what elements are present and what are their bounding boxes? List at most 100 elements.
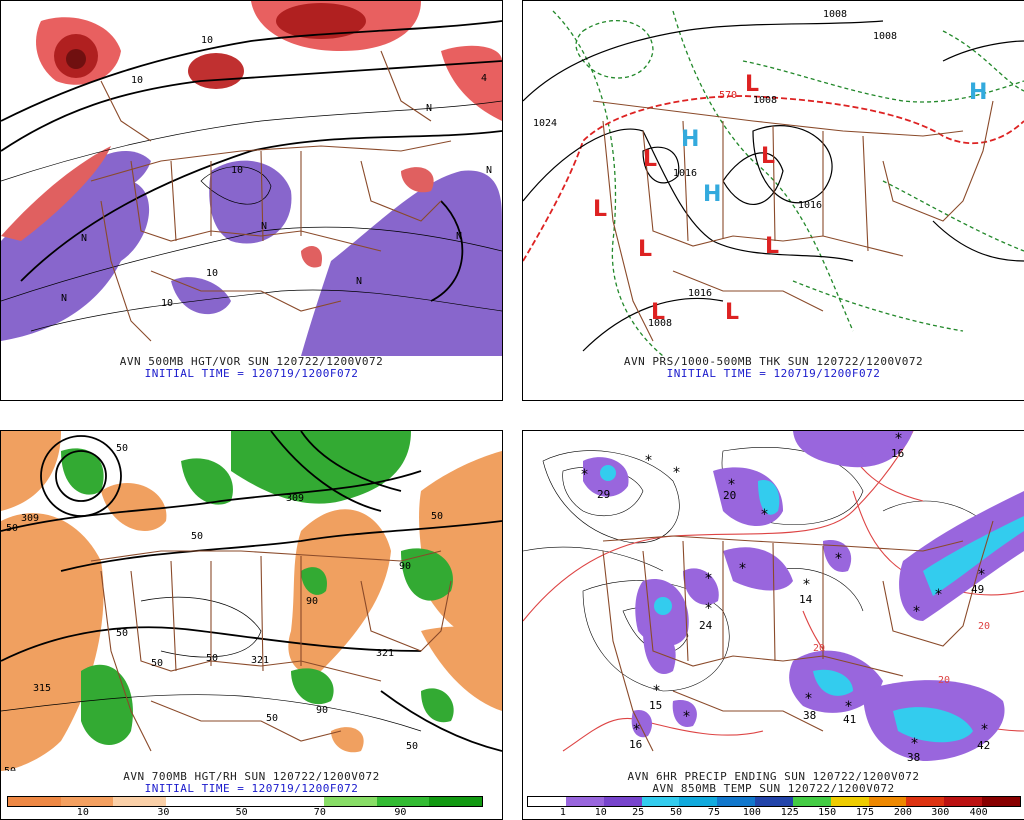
colorbar-swatch	[271, 797, 325, 806]
high-pressure-center: H	[703, 182, 721, 207]
rh-moist-area	[301, 567, 327, 595]
precip-max-marker: *	[673, 465, 680, 481]
map-precip-850temp: * * * * * * * * * * * * * * * * * * * * …	[523, 431, 1024, 771]
low-pressure-center: L	[593, 197, 607, 222]
rh-label: 90	[399, 561, 411, 572]
colorbar-swatch	[792, 797, 831, 806]
colorbar-swatch	[944, 797, 983, 806]
isobar-label: 1008	[753, 95, 777, 106]
colorbar-tick-label: 50	[235, 807, 248, 818]
colorbar-swatch	[755, 797, 793, 806]
colorbar-tick-label: 10	[594, 807, 607, 818]
low-pressure-center: L	[761, 144, 775, 169]
colorbar-tick-label: 75	[707, 807, 720, 818]
precip-value: 16	[891, 447, 904, 460]
rh-label: 50	[406, 741, 418, 752]
rh-moist-area	[181, 458, 233, 505]
colorbar-tick-label: 125	[780, 807, 799, 818]
contour-label: 10	[201, 35, 213, 46]
colorbar-tick-label: 25	[632, 807, 645, 818]
precip-max-marker: *	[653, 683, 660, 699]
rh-moist-area	[401, 548, 453, 601]
vorticity-label: 4	[481, 73, 487, 84]
vorticity-max	[276, 3, 366, 39]
isobar-label: 1008	[648, 318, 672, 329]
vorticity-max	[188, 53, 244, 89]
precip-value: 24	[699, 619, 713, 632]
colorbar-swatch	[60, 797, 114, 806]
rh-dry-area	[421, 626, 502, 711]
colorbar-swatch	[113, 797, 167, 806]
precip-max-marker: *	[705, 571, 712, 587]
precip-max-marker: *	[835, 551, 842, 567]
colorbar-swatch	[679, 797, 718, 806]
precip-area	[758, 480, 780, 515]
rh-label: 50	[116, 443, 128, 454]
low-pressure-center: L	[765, 234, 779, 259]
colorbar-swatch	[868, 797, 907, 806]
rh-label: 50	[6, 523, 18, 534]
precip-value: 15	[649, 699, 662, 712]
precip-max-marker: *	[981, 722, 988, 738]
height-label: 309	[286, 493, 304, 504]
rh-label: 50	[116, 628, 128, 639]
isobar-label: 1008	[873, 31, 897, 42]
precip-area	[654, 597, 672, 615]
precip-max-marker: *	[761, 507, 768, 523]
rh-label: 90	[306, 596, 318, 607]
rh-label: 50	[4, 766, 16, 771]
rh-moist-area	[81, 664, 133, 745]
colorbar-tick-label: 300	[931, 807, 950, 818]
precip-max-marker: *	[683, 709, 690, 725]
precip-area	[813, 669, 853, 696]
precip-area	[823, 540, 852, 572]
rh-moist-area	[231, 431, 411, 504]
rh-dry-area	[1, 513, 104, 771]
precip-area	[643, 628, 676, 675]
vorticity-positive-area	[301, 246, 322, 268]
contour-label: 10	[206, 268, 218, 279]
precip-area	[600, 465, 616, 481]
colorbar-tick-label: 100	[742, 807, 761, 818]
high-pressure-center: H	[681, 127, 699, 152]
precip-max-marker: *	[645, 453, 652, 469]
map-pressure-thickness: 1008 1008 1008 1016 1016 1016 1024 1008 …	[523, 1, 1024, 356]
panel-init-time: INITIAL TIME = 120719/1200F072	[666, 367, 881, 380]
precip-value: 38	[907, 751, 920, 764]
precip-value: 20	[723, 489, 736, 502]
rh-colorbar-ticks: 10 30 50 70 90	[7, 807, 481, 819]
isobar-label: 1008	[823, 9, 847, 20]
precip-max-marker: *	[728, 477, 735, 493]
panel-500mb-vorticity: 10 10 10 10 10 N N N N N N N 4 AVN 500MB…	[0, 0, 503, 401]
colorbar-swatch	[218, 797, 272, 806]
rh-dry-area	[1, 431, 61, 511]
vorticity-label: N	[61, 293, 67, 304]
map-500mb-vorticity: 10 10 10 10 10 N N N N N N N 4	[1, 1, 502, 356]
isobar-label: 1024	[533, 118, 557, 129]
colorbar-swatch	[717, 797, 756, 806]
precip-max-marker: *	[895, 431, 902, 447]
panel-title: AVN 700MB HGT/RH SUN 120722/1200V072	[123, 770, 380, 783]
colorbar-tick-label: 150	[818, 807, 837, 818]
low-pressure-center: L	[725, 300, 739, 325]
vorticity-label: N	[81, 233, 87, 244]
isobar-label: 1016	[688, 288, 712, 299]
contour-label: 10	[231, 165, 243, 176]
precip-max-marker: *	[913, 604, 920, 620]
panel-init-time: INITIAL TIME = 120719/1200F072	[144, 367, 359, 380]
height-label: 321	[376, 648, 394, 659]
rh-label: 50	[206, 653, 218, 664]
contour-label: 10	[131, 75, 143, 86]
vorticity-negative-area	[301, 170, 502, 356]
rh-label: 50	[191, 531, 203, 542]
rh-moist-area	[61, 448, 104, 495]
low-pressure-center: L	[651, 300, 665, 325]
rh-dry-area	[101, 482, 167, 531]
colorbar-swatch	[528, 797, 566, 806]
high-pressure-center: H	[969, 80, 987, 105]
precip-area	[683, 568, 719, 605]
rh-label: 50	[266, 713, 278, 724]
precip-max-marker: *	[803, 577, 810, 593]
vorticity-negative-area	[171, 277, 231, 315]
colorbar-swatch	[324, 797, 377, 806]
